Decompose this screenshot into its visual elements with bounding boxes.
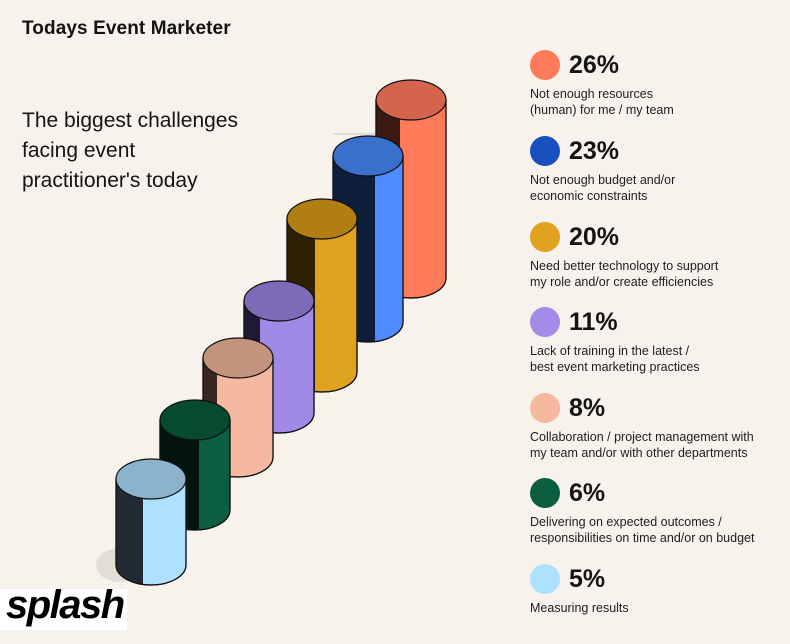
subtitle-line: practitioner's today — [22, 169, 198, 192]
legend-description: Not enough budget and/or economic constr… — [530, 172, 675, 204]
legend-desc-line: Measuring results — [530, 601, 629, 615]
legend-dot-icon — [530, 307, 560, 337]
logo-text: splash — [6, 583, 125, 627]
legend-desc-line: Collaboration / project management with — [530, 430, 754, 444]
chart-subtitle: The biggest challenges facing event prac… — [22, 106, 282, 196]
legend-description: Need better technology to support my rol… — [530, 258, 718, 290]
legend-desc-line: responsibilities on time and/or on budge… — [530, 531, 755, 545]
legend-desc-line: Lack of training in the latest / — [530, 344, 690, 358]
legend-item: 6% Delivering on expected outcomes / res… — [530, 478, 785, 558]
legend-percent: 23% — [569, 137, 620, 165]
legend-percent: 11% — [569, 308, 618, 336]
legend-description: Not enough resources (human) for me / my… — [530, 86, 674, 118]
legend-dot-icon — [530, 393, 560, 423]
cylinder-bar — [115, 458, 187, 586]
legend-dot-icon — [530, 50, 560, 80]
subtitle-line: facing event — [22, 139, 136, 162]
chart-title: Todays Event Marketer — [22, 18, 231, 39]
legend-desc-line: Need better technology to support — [530, 259, 719, 273]
legend-item: 11% Lack of training in the latest / bes… — [530, 307, 785, 387]
legend-percent: 6% — [569, 479, 606, 507]
legend-item: 23% Not enough budget and/or economic co… — [530, 136, 785, 216]
legend-percent: 26% — [569, 51, 620, 79]
legend-description: Collaboration / project management with … — [530, 429, 754, 461]
legend-desc-line: (human) for me / my team — [530, 103, 674, 117]
legend-dot-icon — [530, 564, 560, 594]
legend-item: 8% Collaboration / project management wi… — [530, 393, 785, 473]
legend-dot-icon — [530, 222, 560, 252]
legend-percent: 20% — [569, 223, 620, 251]
legend-description: Delivering on expected outcomes / respon… — [530, 514, 754, 546]
legend-dot-icon — [530, 478, 560, 508]
legend-description: Measuring results — [530, 600, 629, 616]
legend-desc-line: best event marketing practices — [530, 360, 700, 374]
legend-dot-icon — [530, 136, 560, 166]
legend-desc-line: my role and/or create efficiencies — [530, 275, 714, 289]
legend-item: 26% Not enough resources (human) for me … — [530, 50, 785, 130]
legend-item: 5% Measuring results — [530, 564, 785, 644]
legend-description: Lack of training in the latest / best ev… — [530, 343, 700, 375]
legend-desc-line: Delivering on expected outcomes / — [530, 515, 722, 529]
splash-logo: splash — [0, 583, 127, 630]
legend-desc-line: Not enough resources — [530, 87, 653, 101]
cylinder-chart — [96, 79, 447, 586]
legend-percent: 5% — [569, 565, 606, 593]
legend-desc-line: my team and/or with other departments — [530, 446, 748, 460]
legend-desc-line: economic constraints — [530, 189, 648, 203]
legend-percent: 8% — [569, 394, 606, 422]
subtitle-line: The biggest challenges — [22, 109, 238, 132]
legend-desc-line: Not enough budget and/or — [530, 173, 676, 187]
cylinder-group — [115, 79, 447, 586]
legend-item: 20% Need better technology to support my… — [530, 222, 785, 302]
